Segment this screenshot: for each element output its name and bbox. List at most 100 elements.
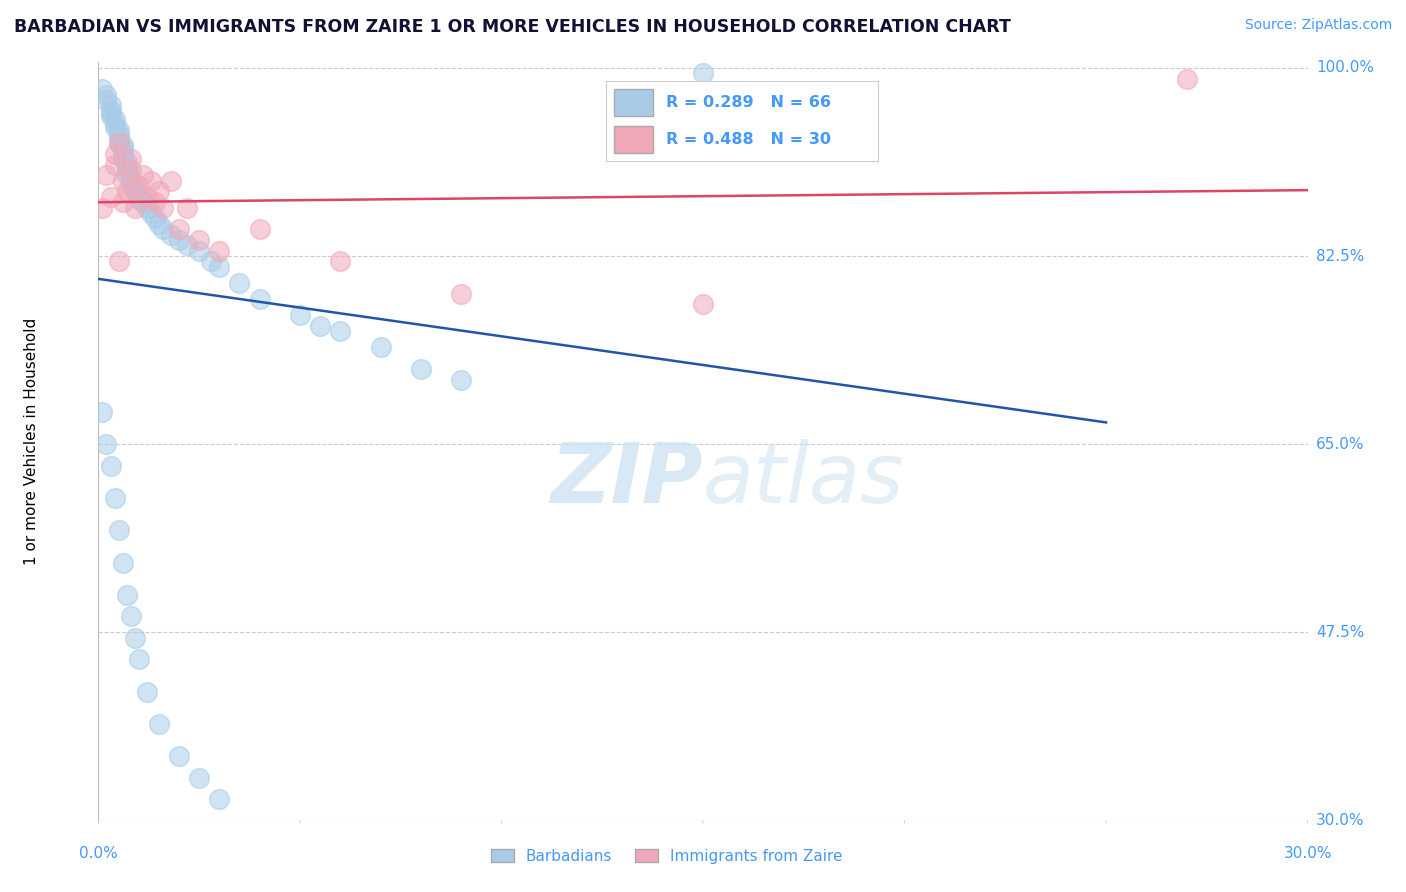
Point <box>128 652 150 666</box>
Point <box>135 190 157 204</box>
Point <box>249 222 271 236</box>
Text: 100.0%: 100.0% <box>1316 61 1374 75</box>
Text: 82.5%: 82.5% <box>1316 249 1364 263</box>
Point <box>111 138 134 153</box>
Point <box>120 609 142 624</box>
Point <box>208 260 231 274</box>
Point <box>120 170 142 185</box>
Point <box>167 233 190 247</box>
Point <box>188 233 211 247</box>
Point <box>120 163 142 178</box>
Point <box>103 491 125 505</box>
Point <box>120 179 142 194</box>
Point <box>100 98 122 112</box>
Point <box>103 158 125 172</box>
Point <box>132 169 155 183</box>
Text: Source: ZipAtlas.com: Source: ZipAtlas.com <box>1244 18 1392 32</box>
Text: BARBADIAN VS IMMIGRANTS FROM ZAIRE 1 OR MORE VEHICLES IN HOUSEHOLD CORRELATION C: BARBADIAN VS IMMIGRANTS FROM ZAIRE 1 OR … <box>14 18 1011 36</box>
Point <box>107 136 129 150</box>
Point <box>91 82 114 96</box>
Point <box>135 684 157 698</box>
Point <box>96 87 118 102</box>
Point <box>111 174 134 188</box>
Text: 1 or more Vehicles in Household: 1 or more Vehicles in Household <box>24 318 39 566</box>
Text: 47.5%: 47.5% <box>1316 625 1364 640</box>
Point <box>111 195 134 210</box>
Point <box>139 174 162 188</box>
Text: 65.0%: 65.0% <box>1316 437 1364 451</box>
Point <box>288 308 311 322</box>
Point <box>115 588 138 602</box>
Point <box>160 227 183 242</box>
Point <box>176 201 198 215</box>
Point <box>111 153 134 167</box>
Point <box>103 117 125 131</box>
Point <box>107 136 129 150</box>
Text: 0.0%: 0.0% <box>79 846 118 861</box>
Point <box>107 523 129 537</box>
Point <box>132 195 155 210</box>
Point <box>124 201 146 215</box>
Point <box>409 362 432 376</box>
Point <box>100 106 122 120</box>
Point <box>370 341 392 355</box>
Text: 30.0%: 30.0% <box>1316 814 1364 828</box>
Point <box>103 120 125 134</box>
Point <box>309 318 332 333</box>
Point <box>103 112 125 127</box>
Point <box>148 716 170 731</box>
Point <box>103 146 125 161</box>
Point <box>115 185 138 199</box>
Point <box>228 276 250 290</box>
Point <box>200 254 222 268</box>
Point <box>128 179 150 194</box>
Point <box>329 254 352 268</box>
Point <box>167 749 190 764</box>
Point <box>139 206 162 220</box>
Point <box>188 771 211 785</box>
Point <box>115 169 138 183</box>
Text: atlas: atlas <box>703 439 904 520</box>
Point <box>96 93 118 107</box>
Point <box>143 195 166 210</box>
Point <box>107 130 129 145</box>
Point <box>115 160 138 174</box>
Point <box>124 631 146 645</box>
Text: ZIP: ZIP <box>550 439 703 520</box>
Point <box>148 185 170 199</box>
Text: 30.0%: 30.0% <box>1284 846 1331 861</box>
Point <box>692 66 714 80</box>
Point <box>152 201 174 215</box>
Point <box>96 437 118 451</box>
Point <box>148 217 170 231</box>
Point <box>176 238 198 252</box>
Point <box>128 192 150 206</box>
Point <box>120 174 142 188</box>
Point <box>450 373 472 387</box>
Point <box>111 145 134 159</box>
Point <box>100 190 122 204</box>
Point <box>450 286 472 301</box>
Legend: Barbadians, Immigrants from Zaire: Barbadians, Immigrants from Zaire <box>485 843 849 870</box>
Point <box>124 181 146 195</box>
Point <box>208 244 231 258</box>
Point <box>128 187 150 202</box>
Point <box>152 222 174 236</box>
Point <box>124 185 146 199</box>
Point <box>329 324 352 338</box>
Point <box>107 123 129 137</box>
Point <box>91 405 114 419</box>
Point <box>160 174 183 188</box>
Point <box>115 155 138 169</box>
Point <box>188 244 211 258</box>
Point <box>1175 71 1198 86</box>
Point <box>692 297 714 311</box>
Point <box>107 254 129 268</box>
Point <box>111 141 134 155</box>
Point <box>111 556 134 570</box>
Point <box>167 222 190 236</box>
Point <box>107 128 129 142</box>
Point <box>100 109 122 123</box>
Point <box>100 103 122 118</box>
Point <box>135 201 157 215</box>
